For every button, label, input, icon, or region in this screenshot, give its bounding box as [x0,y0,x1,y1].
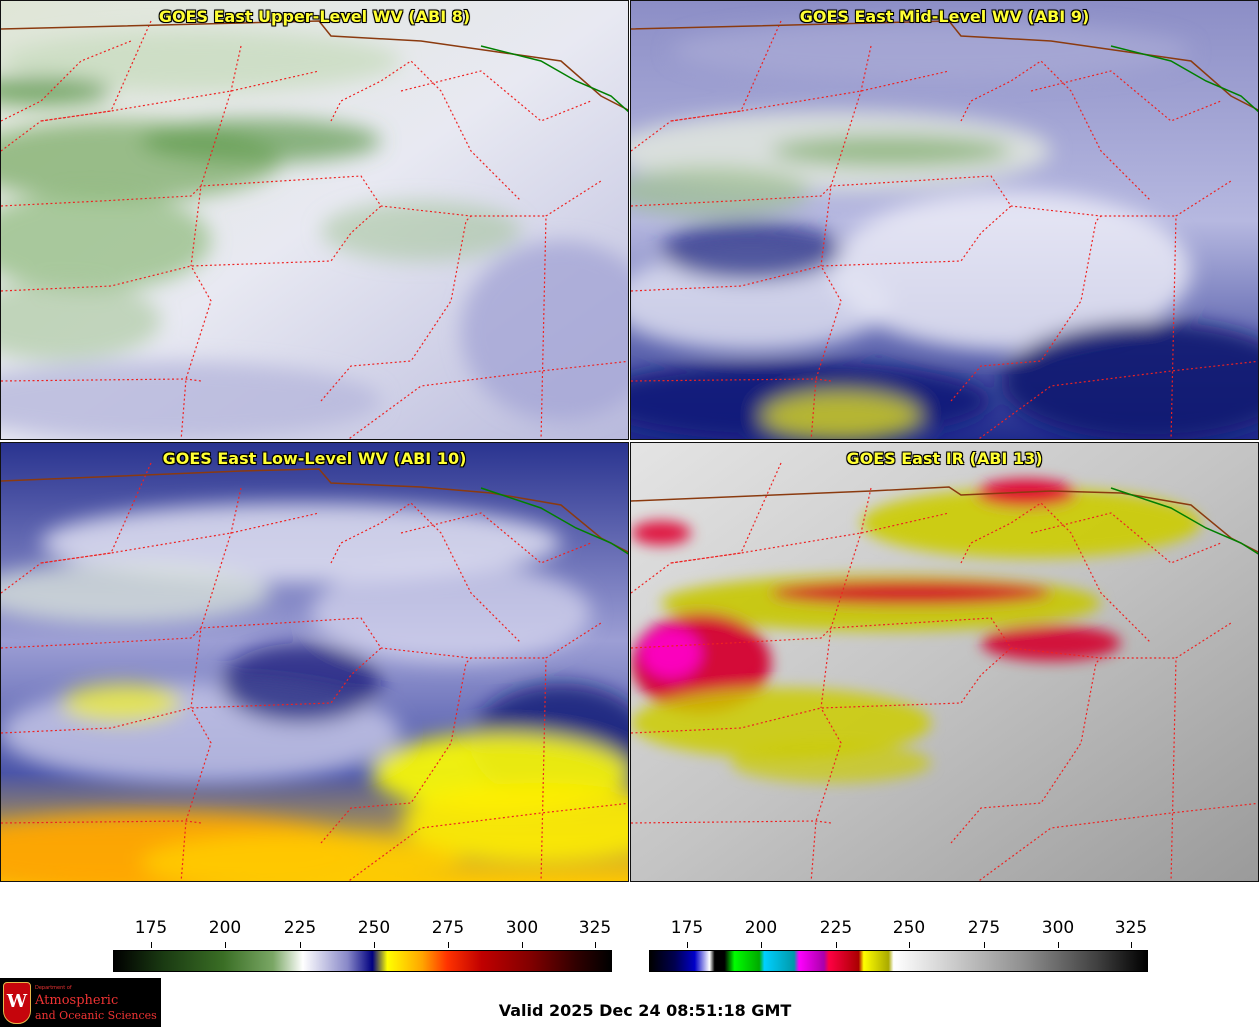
logo-line-1: Department of [35,985,72,991]
wv-colorbar-gradient [113,950,612,972]
tick-label: 300 [505,918,539,938]
upper-level-wv-panel: GOES East Upper-Level WV (ABI 8) [0,0,629,440]
ir-image [631,443,1258,881]
panel-title: GOES East Mid-Level WV (ABI 9) [799,7,1090,26]
tick-label: 175 [670,918,704,938]
upper-level-wv-image [1,1,628,439]
tick-label: 250 [892,918,926,938]
colorbar-ticks: 175 200 225 250 275 300 325 [113,918,612,948]
panel-title: GOES East IR (ABI 13) [846,449,1043,468]
mid-level-wv-panel: GOES East Mid-Level WV (ABI 9) [630,0,1259,440]
tick-label: 225 [819,918,853,938]
tick-label: 225 [283,918,317,938]
tick-label: 300 [1041,918,1075,938]
wv-colorbar: 175 200 225 250 275 300 325 [113,918,612,972]
low-level-wv-panel: GOES East Low-Level WV (ABI 10) [0,442,629,882]
logo-line-3: and Oceanic Sciences [35,1009,157,1022]
tick-label: 275 [967,918,1001,938]
ir-panel: GOES East IR (ABI 13) [630,442,1259,882]
panel-title: GOES East Low-Level WV (ABI 10) [162,449,467,468]
tick-label: 200 [744,918,778,938]
tick-label: 325 [1114,918,1148,938]
logo-line-2: Atmospheric [35,993,119,1008]
ir-colorbar-gradient [649,950,1148,972]
tick-label: 325 [578,918,612,938]
aos-logo: W Department of Atmospheric and Oceanic … [0,978,161,1027]
tick-label: 275 [431,918,465,938]
tick-label: 200 [208,918,242,938]
low-level-wv-image [1,443,628,881]
mid-level-wv-image [631,1,1258,439]
tick-label: 175 [134,918,168,938]
valid-time-label: Valid 2025 Dec 24 08:51:18 GMT [498,1001,792,1020]
ir-colorbar: 175 200 225 250 275 300 325 [649,918,1148,972]
colorbar-ticks: 175 200 225 250 275 300 325 [649,918,1148,948]
crest-icon: W [3,982,31,1024]
tick-label: 250 [357,918,391,938]
panel-title: GOES East Upper-Level WV (ABI 8) [158,7,471,26]
